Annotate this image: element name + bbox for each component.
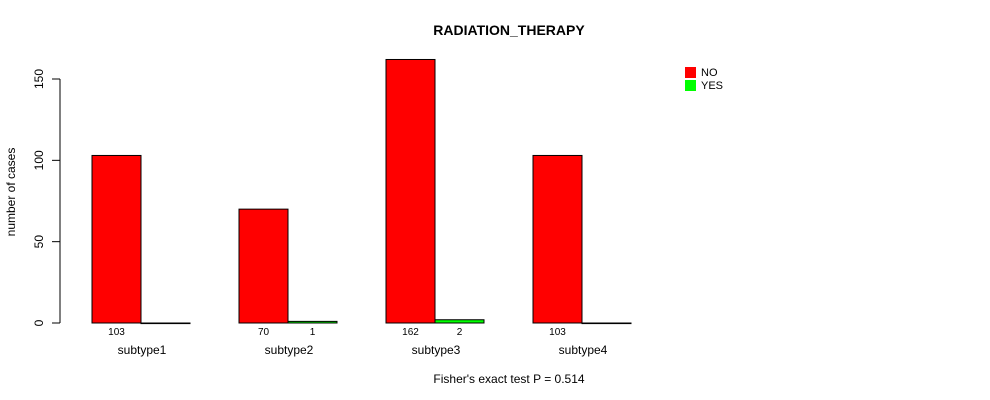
category-labels: subtype1 subtype2 subtype3 subtype4 (118, 343, 608, 357)
count-label-yes-subtype3: 2 (457, 327, 463, 338)
bar-yes-subtype3 (434, 319, 485, 324)
legend-swatch-no (685, 67, 696, 78)
y-tick-label: 0 (32, 319, 46, 326)
category-label-subtype3: subtype3 (412, 343, 461, 357)
count-label-yes-subtype2: 1 (310, 327, 316, 338)
y-tick-label: 100 (32, 150, 46, 170)
legend-label-no: NO (701, 67, 718, 79)
category-label-subtype4: subtype4 (559, 343, 608, 357)
bar-yes-subtype2 (287, 320, 338, 324)
bar-no-subtype3 (385, 58, 436, 324)
legend-swatch-yes (685, 80, 696, 91)
category-label-subtype1: subtype1 (118, 343, 167, 357)
legend-label-yes: YES (701, 80, 723, 92)
bar-no-subtype1 (91, 154, 142, 324)
y-tick-label: 150 (32, 69, 46, 89)
count-label-no-subtype2: 70 (258, 327, 270, 338)
bar-no-subtype4 (532, 154, 583, 324)
bar-count-labels: 103 70 1 162 2 103 (108, 327, 566, 338)
bars (91, 58, 632, 325)
count-label-no-subtype4: 103 (549, 327, 566, 338)
bar-yes-subtype4 (581, 322, 632, 325)
y-axis-title: number of cases (4, 148, 18, 237)
category-label-subtype2: subtype2 (265, 343, 314, 357)
chart-title: RADIATION_THERAPY (433, 22, 585, 38)
count-label-no-subtype1: 103 (108, 327, 125, 338)
y-tick-label: 50 (32, 235, 46, 249)
bar-no-subtype2 (238, 208, 289, 324)
count-label-no-subtype3: 162 (402, 327, 419, 338)
bar-yes-subtype1 (140, 322, 191, 325)
y-axis-ticks: 0 50 100 150 (32, 69, 60, 326)
fisher-test-footnote: Fisher's exact test P = 0.514 (433, 372, 584, 386)
